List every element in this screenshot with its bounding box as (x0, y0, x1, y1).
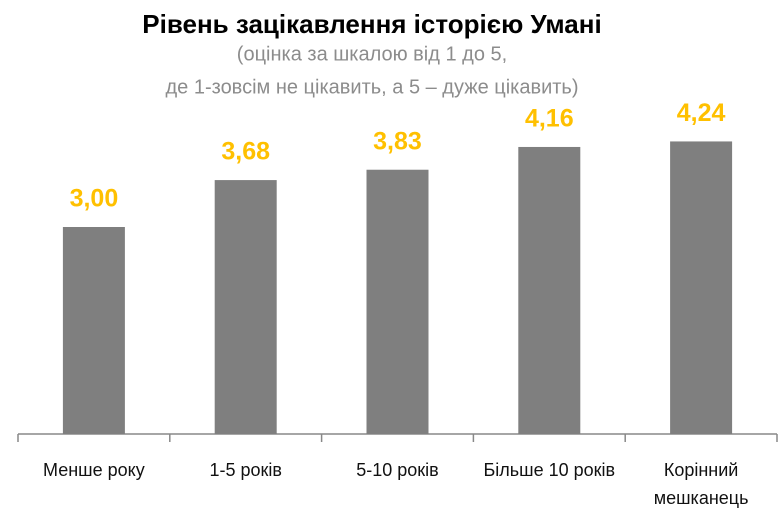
chart-title: Рівень зацікавлення історією Умані (142, 9, 601, 39)
bar (366, 169, 429, 435)
bar (670, 141, 733, 434)
x-tick-label: Більше 10 років (483, 460, 616, 480)
value-label: 4,16 (525, 105, 574, 133)
x-tick-label: 1-5 років (209, 460, 282, 480)
value-label: 3,83 (373, 127, 422, 155)
bar (214, 180, 277, 434)
bar (518, 146, 581, 434)
x-tick-label: Менше року (43, 460, 145, 480)
subtitle: де 1-зовсім не цікавить, а 5 – дуже ціка… (165, 76, 578, 98)
x-tick-label: 5-10 років (356, 460, 439, 480)
value-label: 3,68 (221, 138, 270, 166)
subtitle: (оцінка за шкалою від 1 до 5, (237, 43, 507, 65)
x-tick-label: Корінний мешканець (653, 460, 749, 508)
bar (62, 227, 125, 434)
value-label: 4,24 (677, 99, 726, 127)
value-label: 3,00 (70, 185, 119, 213)
